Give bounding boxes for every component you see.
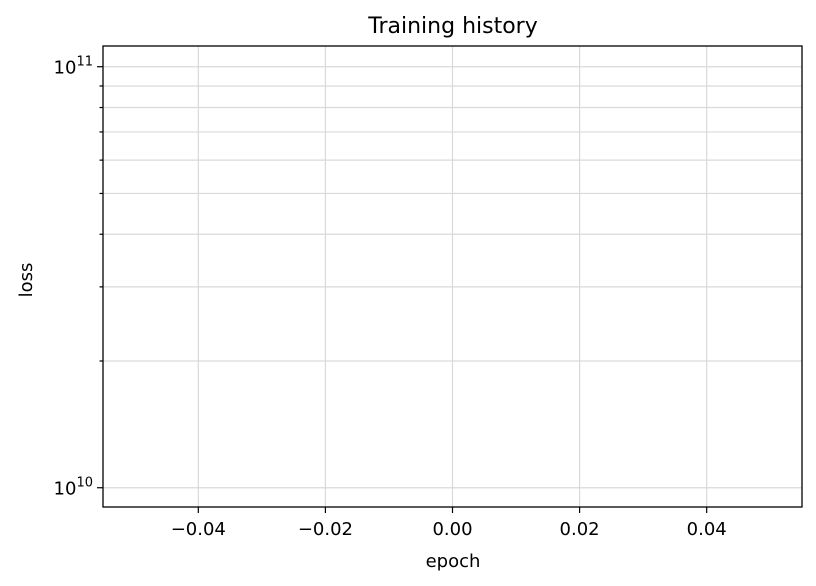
x-tick-label: −0.04	[171, 519, 226, 540]
x-axis-label: epoch	[426, 551, 481, 572]
grid-layer	[103, 46, 802, 507]
chart-title: Training history	[367, 14, 537, 39]
x-tick-label: 0.02	[560, 519, 600, 540]
x-tick-label: −0.02	[298, 519, 353, 540]
x-tick-label: 0.00	[432, 519, 472, 540]
x-tick-label: 0.04	[687, 519, 727, 540]
y-tick-label: 1011	[54, 55, 93, 79]
y-axis-label: loss	[16, 263, 37, 298]
tick-layer: −0.04 −0.02 0.00 0.02 0.04 1010 1011	[54, 55, 727, 540]
y-tick-label: 1010	[54, 476, 93, 500]
